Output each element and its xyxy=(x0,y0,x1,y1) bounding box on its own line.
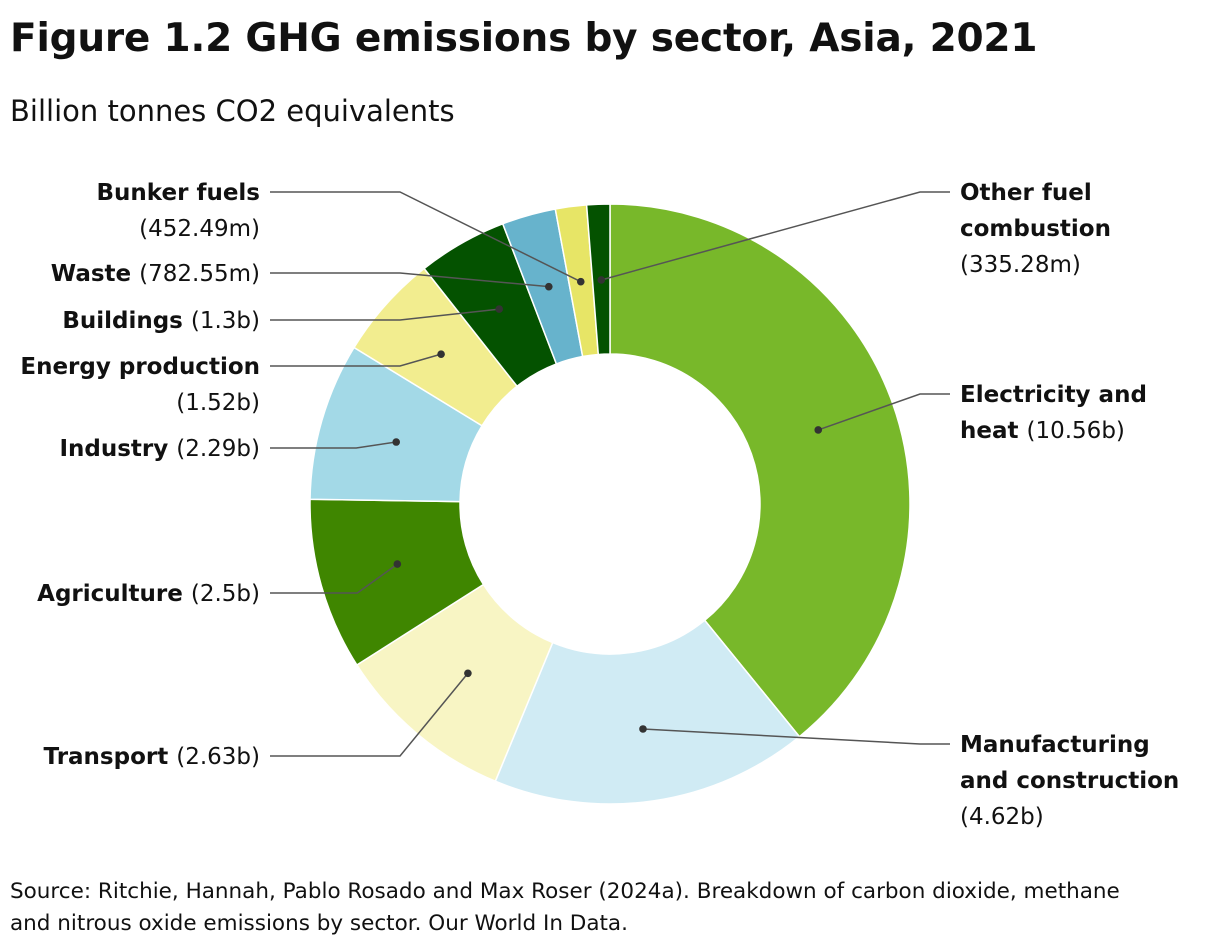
leader-dot-energy-production xyxy=(437,350,445,358)
slice-manufacturing-and-construction xyxy=(494,619,801,805)
source-line-1: Source: Ritchie, Hannah, Pablo Rosado an… xyxy=(10,879,1120,904)
leader-line-industry xyxy=(270,441,397,449)
leader-dot-buildings xyxy=(495,305,504,313)
leader-line-electricity-and-heat xyxy=(817,393,950,431)
chart-subtitle: Billion tonnes CO2 equivalents xyxy=(10,94,455,128)
leader-line-agriculture xyxy=(270,563,398,594)
leader-dot-electricity-and-heat xyxy=(814,426,823,434)
leader-dot-manufacturing-and-construction xyxy=(639,725,647,733)
leader-dot-other-fuel-combustion xyxy=(597,276,606,284)
label-electricity-and-heat: Electricity and heat (10.56b) xyxy=(960,382,1147,444)
chart-title: Figure 1.2 GHG emissions by sector, Asia… xyxy=(10,16,1038,61)
label-buildings: Buildings (1.3b) xyxy=(62,308,260,334)
leader-line-other-fuel-combustion xyxy=(601,191,950,281)
donut-chart: Electricity and heat (10.56b) Manufacturin… xyxy=(20,180,1179,830)
label-manufacturing-and-construction: Manufacturing and construction (4.62b) xyxy=(960,732,1179,830)
slice-electricity-and-heat xyxy=(609,203,911,738)
leader-dot-bunker-fuels xyxy=(576,277,585,286)
leader-line-waste xyxy=(270,272,549,288)
leader-line-manufacturing-and-construction xyxy=(642,728,950,745)
source-line-2: and nitrous oxide emissions by sector. O… xyxy=(10,911,628,936)
leader-line-bunker-fuels xyxy=(270,191,582,283)
leader-line-transport xyxy=(270,672,469,757)
label-industry: Industry (2.29b) xyxy=(59,436,260,462)
label-energy-production: Energy production (1.52b) xyxy=(20,354,260,416)
label-bunker-fuels: Bunker fuels (452.49m) xyxy=(97,180,260,242)
leader-dot-industry xyxy=(392,438,401,446)
leader-line-buildings xyxy=(270,308,500,321)
leader-dot-agriculture xyxy=(393,560,402,568)
label-other-fuel-combustion: Other fuel combustion (335.28m) xyxy=(960,180,1111,278)
source-note: Source: Ritchie, Hannah, Pablo Rosado an… xyxy=(10,876,1200,940)
label-agriculture: Agriculture (2.5b) xyxy=(37,581,260,607)
leader-dot-transport xyxy=(464,669,472,678)
leader-line-energy-production xyxy=(270,353,442,367)
leader-dot-waste xyxy=(544,282,553,291)
label-transport: Transport (2.63b) xyxy=(44,744,260,770)
label-waste: Waste (782.55m) xyxy=(51,261,260,287)
